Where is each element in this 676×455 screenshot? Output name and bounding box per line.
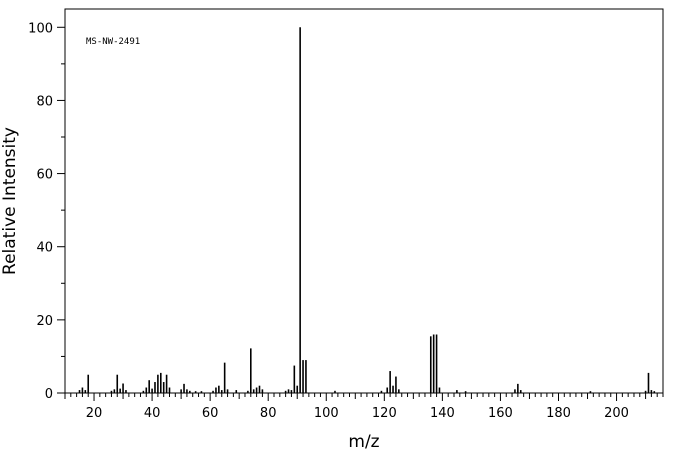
x-tick-label: 20 [86, 406, 103, 421]
x-axis-title: m/z [348, 432, 379, 452]
x-tick-label: 160 [488, 406, 513, 421]
y-tick-label: 60 [36, 168, 53, 183]
plot-frame [64, 8, 664, 394]
x-tick-label: 60 [202, 406, 219, 421]
x-tick-label: 80 [260, 406, 277, 421]
y-tick-label: 40 [36, 241, 53, 256]
major-x-ticks: 20 40 60 80 100 120 140 160 180 200 [64, 393, 647, 421]
y-tick-label: 100 [28, 21, 53, 36]
y-ticks: 0 20 40 60 80 100 [28, 21, 65, 402]
x-tick-label: 200 [604, 406, 629, 421]
minor-x-ticks [70, 393, 664, 397]
x-tick-label: 120 [372, 406, 397, 421]
y-tick-label: 80 [36, 94, 53, 109]
y-tick-label: 0 [45, 387, 53, 402]
x-tick-label: 180 [546, 406, 571, 421]
spectrum-annotation: MS-NW-2491 [86, 37, 140, 47]
peaks [78, 27, 656, 393]
x-tick-label: 140 [430, 406, 455, 421]
y-axis-title: Relative Intensity [0, 127, 20, 275]
x-tick-label: 40 [144, 406, 161, 421]
x-tick-label: 100 [314, 406, 339, 421]
y-tick-label: 20 [36, 314, 53, 329]
